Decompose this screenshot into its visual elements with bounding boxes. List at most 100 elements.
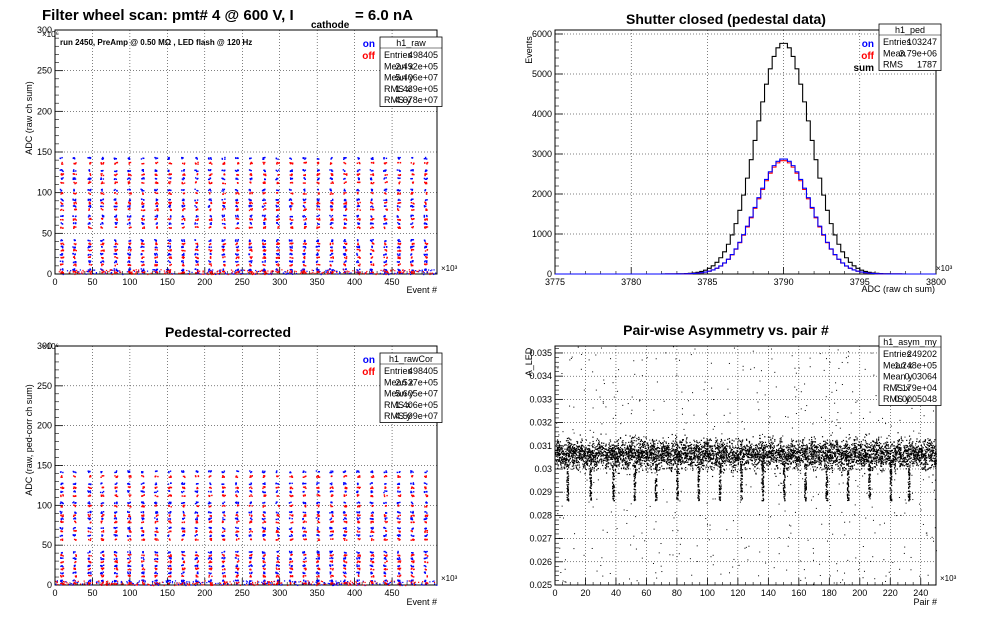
point-off [222,163,224,165]
point-on [72,222,75,225]
point-off [371,226,374,228]
point-on [411,198,413,200]
point-off [156,530,158,532]
point-on [183,252,185,255]
point-off [305,193,307,195]
point-off [142,531,145,533]
hist-on [555,158,936,275]
point-off [101,256,103,259]
point-on [359,268,361,271]
point-baseline [83,271,85,273]
point-off [88,574,90,577]
point-off [101,208,104,211]
point-off [221,248,224,251]
point-off [263,209,265,211]
point-off [397,161,399,164]
point-baseline [376,273,378,275]
point-on [60,518,62,520]
point-off [237,271,239,273]
point-on [156,518,158,521]
point-baseline [328,269,330,271]
point-off [182,217,185,220]
point-on [129,198,131,201]
point-off [62,249,64,252]
point-on [183,170,185,172]
point-on [303,190,306,192]
ytick-label: 150 [37,147,52,157]
point-on [61,156,63,159]
point-on [73,490,75,493]
title-raw-sub: cathode [311,20,350,31]
point-on [128,470,131,472]
point-on [129,518,132,520]
point-off [169,257,171,259]
point-off [181,256,184,259]
point-on [89,205,92,207]
point-off [413,217,415,220]
point-off [291,202,293,204]
point-on [155,502,157,505]
point-off [290,226,292,229]
point-off [370,181,373,184]
point-on [60,552,63,554]
point-on [61,573,63,575]
point-baseline [267,270,269,272]
point-off [155,181,157,183]
point-off [304,161,306,164]
point-off [263,249,266,251]
point-on [170,482,172,484]
point-on [357,214,359,217]
point-baseline [141,270,143,272]
point-on [423,215,426,217]
point-on [331,205,333,208]
point-on [61,268,64,270]
point-off [345,208,347,211]
point-on [127,502,130,504]
point-off [249,192,251,194]
point-baseline [394,270,396,272]
point-off [115,520,117,523]
point-off [127,568,129,571]
point-off [397,263,400,266]
point-on [330,223,332,225]
point-off [236,248,238,251]
point-on [234,189,237,191]
point-on [424,247,426,249]
point-off [103,514,105,516]
point-off [61,476,63,478]
point-baseline [226,273,228,275]
point-baseline [290,269,292,272]
point-off [155,218,157,220]
point-on [168,253,171,256]
point-on [156,247,158,249]
point-off [251,208,253,210]
point-on [195,206,198,208]
point-on [60,580,62,582]
point-on [222,269,224,271]
point-on [128,483,131,485]
stats-name: h1_raw [396,38,426,48]
point-off [130,531,132,533]
point-on [357,222,359,224]
point-off [87,486,90,489]
point-on [331,260,333,263]
point-off [332,193,334,195]
point-on [62,205,64,207]
point-off [356,248,359,251]
point-on [398,261,400,263]
point-baseline [93,269,95,271]
point-on [371,205,373,207]
point-on [114,157,116,160]
point-off [156,531,158,533]
point-baseline [237,269,239,272]
point-off [345,173,347,176]
point-on [250,223,252,225]
point-baseline [163,272,166,275]
point-on [155,246,157,248]
point-off [89,582,92,584]
point-on [73,158,76,160]
point-on [209,177,212,180]
point-off [305,161,307,164]
point-on [155,470,157,472]
point-off [237,163,239,165]
